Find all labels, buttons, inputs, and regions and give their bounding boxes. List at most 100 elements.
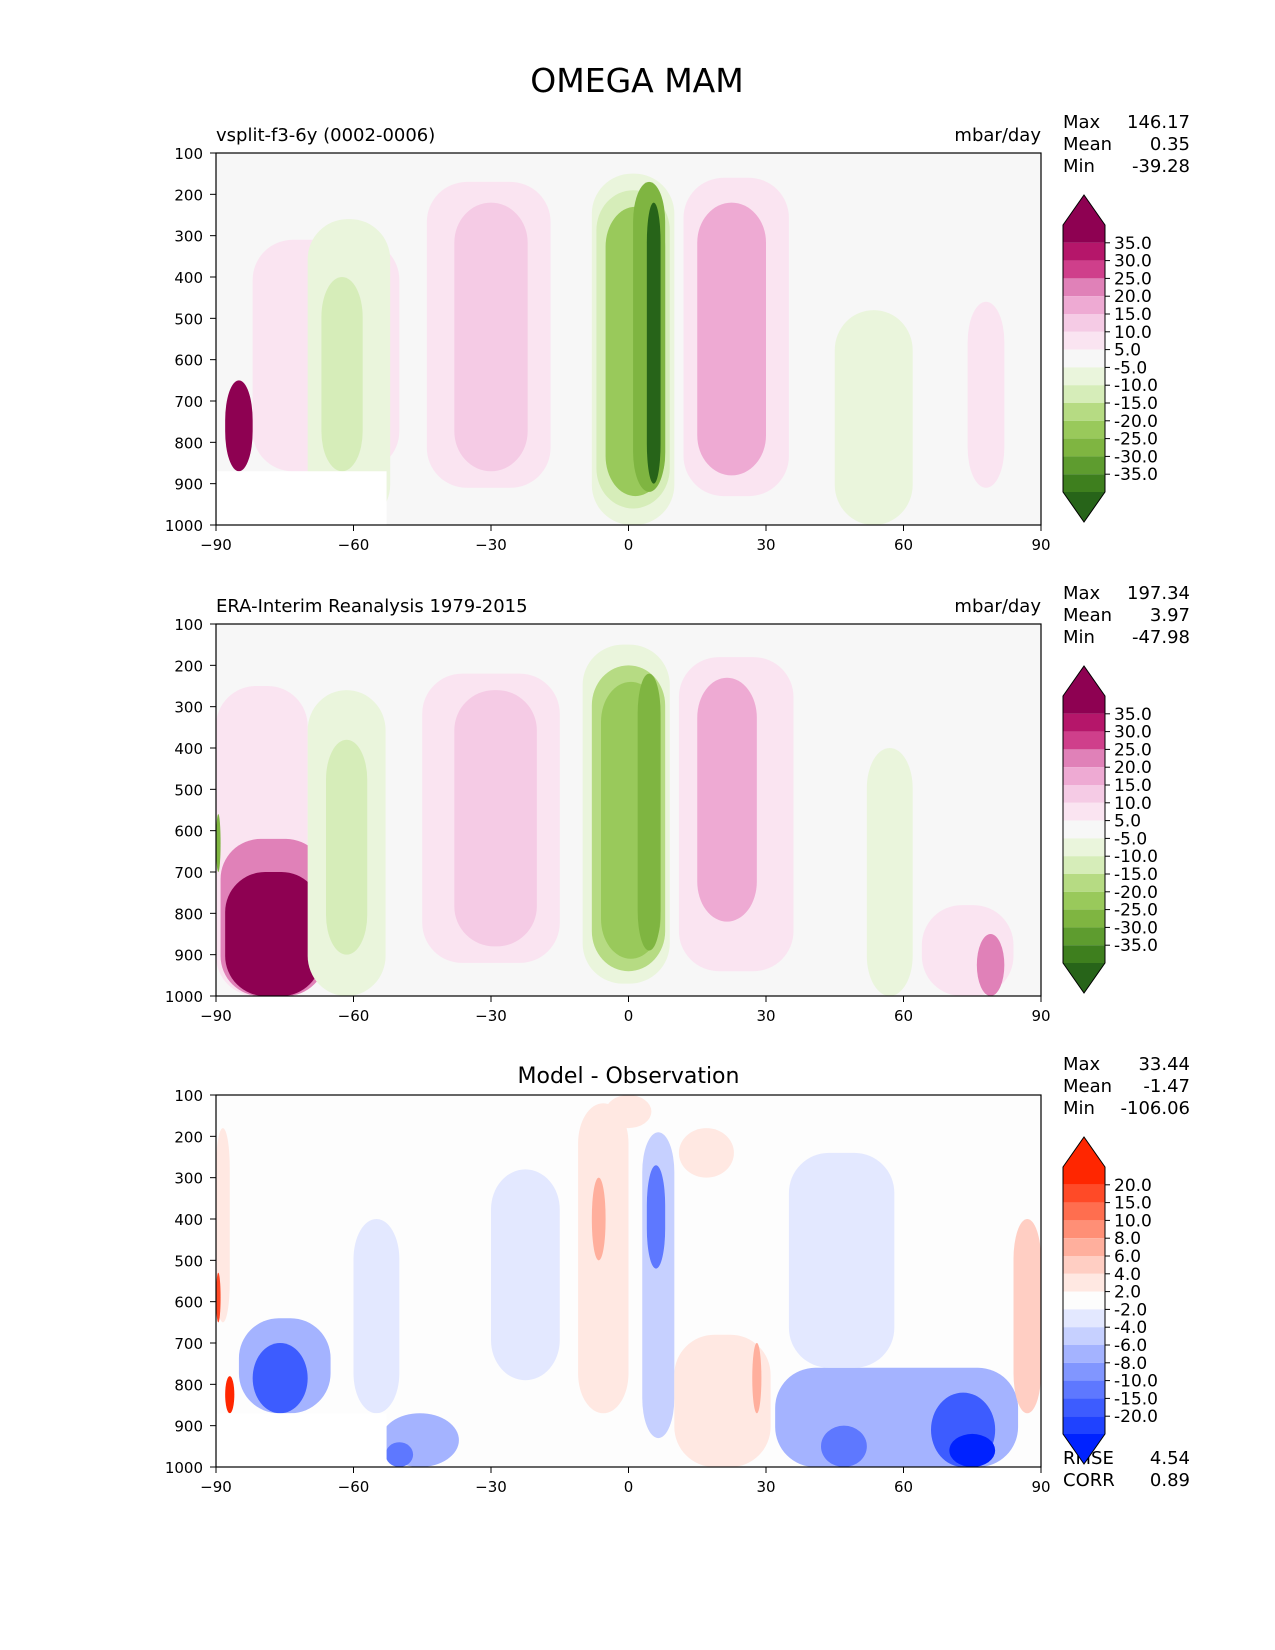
colorbar-label: 30.0 bbox=[1114, 723, 1152, 743]
colorbar-label: 10.0 bbox=[1114, 1211, 1152, 1231]
contour-region-6 bbox=[353, 1219, 400, 1414]
contour-region-14 bbox=[697, 677, 757, 922]
colorbar-segment bbox=[1063, 385, 1105, 403]
contour-region-17 bbox=[976, 934, 1005, 996]
colorbar-label: -20.0 bbox=[1114, 883, 1158, 903]
colorbar-segment bbox=[1063, 909, 1105, 928]
y-tick-label: 500 bbox=[174, 1252, 203, 1270]
x-tick-label: 0 bbox=[624, 1007, 634, 1025]
colorbar-segment bbox=[1063, 1398, 1105, 1417]
colorbar-segment bbox=[1063, 331, 1105, 350]
colorbar-label: -4.0 bbox=[1114, 1318, 1147, 1338]
y-tick-label: 200 bbox=[174, 1128, 203, 1146]
stat-max-label: Max bbox=[1063, 583, 1101, 604]
contour-region-15 bbox=[866, 748, 913, 996]
contour-region-6 bbox=[326, 739, 368, 955]
colorbar-segment bbox=[1063, 1184, 1105, 1203]
colorbar-label: 10.0 bbox=[1114, 323, 1152, 343]
colorbar-segment bbox=[1063, 1416, 1105, 1434]
panel-units: mbar/day bbox=[954, 125, 1041, 146]
colorbar-segment bbox=[1063, 1327, 1105, 1345]
contour-region-12 bbox=[605, 1095, 652, 1129]
x-tick-label: 60 bbox=[894, 1007, 913, 1025]
colorbar-segment bbox=[1063, 456, 1105, 475]
colorbar-label: -15.0 bbox=[1114, 1389, 1158, 1409]
colorbar-label: -8.0 bbox=[1114, 1354, 1147, 1374]
colorbar-label: -6.0 bbox=[1114, 1336, 1147, 1356]
y-tick-label: 1000 bbox=[165, 517, 203, 535]
colorbar-segment bbox=[1063, 820, 1105, 839]
x-tick-label: 0 bbox=[624, 536, 634, 554]
stat-mean-value: 0.35 bbox=[1150, 134, 1190, 155]
contour-region-23 bbox=[1013, 1219, 1041, 1414]
contour-region-5 bbox=[225, 1376, 235, 1414]
colorbar-segment bbox=[1063, 260, 1105, 279]
colorbar-segment bbox=[1063, 367, 1105, 386]
colorbar-segment bbox=[1063, 314, 1105, 332]
contour-region-16 bbox=[674, 1334, 771, 1467]
y-tick-label: 400 bbox=[174, 1211, 203, 1229]
colorbar-label: 25.0 bbox=[1114, 269, 1152, 289]
contour-region-22 bbox=[788, 1152, 895, 1368]
colorbar: 35.030.025.020.015.010.05.0-5.0-10.0-15.… bbox=[1062, 194, 1158, 523]
colorbar-label: 20.0 bbox=[1114, 758, 1152, 778]
contour-region-10 bbox=[578, 1103, 629, 1414]
colorbar-segment bbox=[1063, 296, 1105, 314]
x-tick-label: −30 bbox=[475, 1007, 507, 1025]
colorbar-segment bbox=[1063, 731, 1105, 750]
colorbar-segment bbox=[1063, 438, 1105, 457]
colorbar-label: -15.0 bbox=[1114, 394, 1158, 414]
colorbar-outline bbox=[1062, 194, 1106, 523]
colorbar-segment bbox=[1063, 1202, 1105, 1221]
y-tick-label: 400 bbox=[174, 740, 203, 758]
colorbar-label: -30.0 bbox=[1114, 918, 1158, 938]
colorbar-label: 5.0 bbox=[1114, 341, 1141, 361]
x-tick-label: 30 bbox=[756, 1007, 775, 1025]
colorbar-segment bbox=[1063, 767, 1105, 785]
colorbar-segment bbox=[1063, 1380, 1105, 1399]
y-tick-label: 300 bbox=[174, 699, 203, 717]
colorbar-segment bbox=[1063, 278, 1105, 297]
colorbar-over-triangle bbox=[1063, 195, 1105, 225]
y-tick-label: 500 bbox=[174, 781, 203, 799]
x-tick-label: 90 bbox=[1031, 1478, 1050, 1496]
colorbar-label: 10.0 bbox=[1114, 794, 1152, 814]
contour-region-8 bbox=[454, 690, 537, 947]
contour-region-12 bbox=[637, 673, 661, 951]
colorbar-segment bbox=[1063, 785, 1105, 803]
contour-region-15 bbox=[678, 1128, 734, 1178]
y-tick-label: 300 bbox=[174, 1170, 203, 1188]
colorbar-over-triangle bbox=[1063, 666, 1105, 696]
colorbar-segment bbox=[1063, 874, 1105, 892]
contour-region-3 bbox=[225, 872, 322, 996]
colorbar-outline bbox=[1062, 665, 1106, 994]
colorbar-outline bbox=[1062, 1136, 1106, 1465]
colorbar-segment bbox=[1063, 1167, 1105, 1185]
y-tick-label: 200 bbox=[174, 186, 203, 204]
x-tick-label: 0 bbox=[624, 1478, 634, 1496]
contour-region-4 bbox=[252, 1343, 308, 1414]
panel-left-title: ERA-Interim Reanalysis 1979-2015 bbox=[216, 596, 528, 617]
panel-left-title: vsplit-f3-6y (0002-0006) bbox=[216, 125, 435, 146]
x-tick-label: −60 bbox=[338, 536, 370, 554]
contour-fill-group bbox=[216, 644, 1014, 996]
stat-corr-label: CORR bbox=[1063, 1470, 1115, 1491]
colorbar-label: -20.0 bbox=[1114, 412, 1158, 432]
colorbar-segment bbox=[1063, 349, 1105, 368]
panel-title: Model - Observation bbox=[518, 1064, 740, 1089]
colorbar-label: 25.0 bbox=[1114, 740, 1152, 760]
colorbar-label: 8.0 bbox=[1114, 1229, 1141, 1249]
colorbar-segment bbox=[1063, 1220, 1105, 1239]
colorbar-label: -25.0 bbox=[1114, 430, 1158, 450]
colorbar-segment bbox=[1063, 474, 1105, 492]
contour-region-2 bbox=[216, 1272, 221, 1323]
contour-region-15 bbox=[967, 301, 1005, 488]
colorbar-label: 20.0 bbox=[1114, 287, 1152, 307]
colorbar: 20.015.010.08.06.04.02.0-2.0-4.0-6.0-8.0… bbox=[1062, 1136, 1158, 1465]
colorbar-label: -35.0 bbox=[1114, 936, 1158, 956]
colorbar-label: 4.0 bbox=[1114, 1265, 1141, 1285]
colorbar-label: 6.0 bbox=[1114, 1247, 1141, 1267]
